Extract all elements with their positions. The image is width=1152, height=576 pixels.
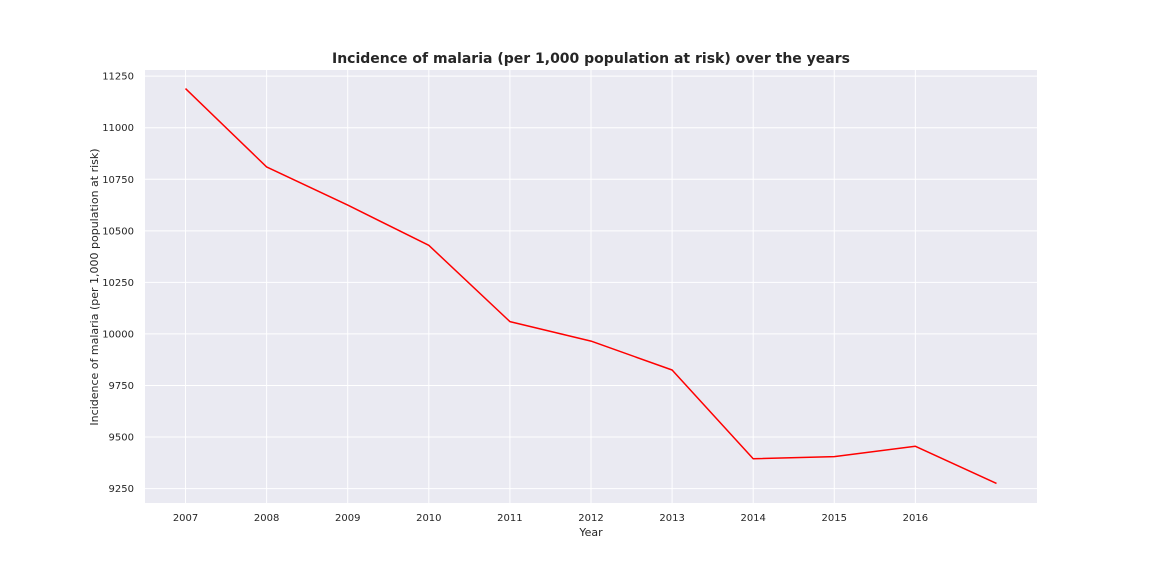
x-tick-label: 2014 (740, 513, 765, 524)
y-tick-label: 10500 (102, 226, 134, 237)
x-tick-label: 2011 (497, 513, 522, 524)
y-tick-label: 11250 (102, 72, 134, 83)
y-tick-label: 9250 (109, 484, 134, 495)
x-tick-label: 2012 (578, 513, 603, 524)
x-tick-label: 2015 (822, 513, 847, 524)
y-tick-label: 11000 (102, 123, 134, 134)
x-tick-label: 2009 (335, 513, 360, 524)
y-axis-ticks: 9250 9500 9750 10000 10250 10500 10750 11000 112… (102, 72, 134, 495)
chart-title: Incidence of malaria (per 1,000 populati… (332, 51, 850, 67)
y-axis-label: Incidence of malaria (per 1,000 populati… (88, 148, 101, 425)
x-tick-label: 2016 (903, 513, 928, 524)
y-tick-label: 10000 (102, 329, 134, 340)
x-axis-ticks: 2007 2008 2009 2010 2011 2012 2013 2014 2015 2016 (173, 513, 928, 524)
y-tick-label: 10750 (102, 175, 134, 186)
y-tick-label: 10250 (102, 278, 134, 289)
grid-lines (145, 70, 1037, 503)
series-line (184, 88, 997, 485)
x-tick-label: 2007 (173, 513, 198, 524)
x-tick-label: 2013 (659, 513, 684, 524)
x-tick-label: 2008 (254, 513, 279, 524)
x-tick-label: 2010 (416, 513, 441, 524)
x-axis-label: Year (578, 526, 603, 539)
series-layer (184, 88, 997, 485)
y-tick-label: 9500 (109, 433, 134, 444)
y-tick-label: 9750 (109, 381, 134, 392)
